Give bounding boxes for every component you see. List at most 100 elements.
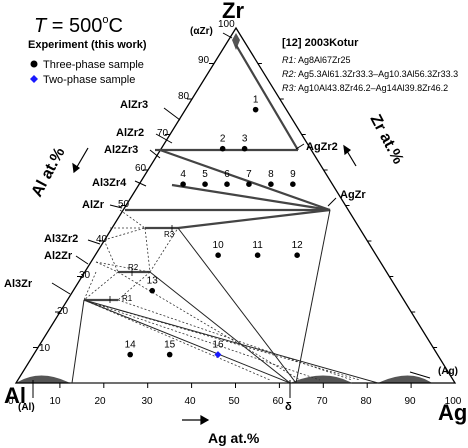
sample-label-10: 10 xyxy=(213,240,225,251)
ag-solid-solution-region xyxy=(378,375,432,383)
sample-label-1: 1 xyxy=(253,95,259,106)
phase-label-alzr: AlZr xyxy=(82,199,105,211)
legend-heading: Experiment (this work) xyxy=(28,39,147,51)
left-tick-20: 20 xyxy=(57,306,69,317)
origin-zero-label: 0 xyxy=(8,396,14,407)
phase-label-al2zr3: Al2Zr3 xyxy=(104,144,138,156)
bottom-tick-60: 60 xyxy=(272,396,284,407)
sample-point-9 xyxy=(290,181,296,187)
tie-lines-solid xyxy=(84,44,331,302)
left-tick-90: 90 xyxy=(198,55,210,66)
sample-point-3 xyxy=(241,145,248,152)
left-tick-80: 80 xyxy=(178,91,190,102)
reference-r1: R1: Ag8Al67Zr25 xyxy=(282,55,351,65)
left-tick-10: 10 xyxy=(39,343,51,354)
tie-lines-thin xyxy=(70,209,379,384)
phase-label-alzr3: AlZr3 xyxy=(120,99,148,111)
sample-point-7 xyxy=(246,181,252,187)
left-tick-70: 70 xyxy=(157,128,169,139)
left-tick-40: 40 xyxy=(96,234,108,245)
phase-label-delta: δ xyxy=(285,401,292,413)
sample-point-2 xyxy=(219,145,226,152)
al-axis-title: Al at.% xyxy=(29,145,69,200)
phase-label-al2zr: Al2Zr xyxy=(44,250,73,262)
r-markers xyxy=(109,225,173,303)
sample-label-4: 4 xyxy=(180,169,186,180)
sample-point-11 xyxy=(254,252,261,258)
bottom-tick-90: 90 xyxy=(404,396,416,407)
phase-label-ag-solid-solution: (Ag) xyxy=(438,366,458,377)
ag-axis-title: Ag at.% xyxy=(208,430,260,446)
phase-label-agzr2: AgZr2 xyxy=(306,141,338,153)
sample-label-5: 5 xyxy=(202,169,208,180)
legend-three-phase-marker xyxy=(30,60,38,68)
temperature-label: T = 500oC xyxy=(34,14,123,37)
phase-label-arrows xyxy=(32,32,431,398)
delta-phase-region xyxy=(290,375,352,383)
sample-label-9: 9 xyxy=(290,169,296,180)
corner-label-ag: Ag xyxy=(438,400,467,425)
sample-label-13: 13 xyxy=(147,276,159,287)
sample-point-14 xyxy=(127,351,133,358)
phase-label-al3zr2: Al3Zr2 xyxy=(44,233,78,245)
al-axis-arrow-icon xyxy=(72,162,81,174)
sample-label-3: 3 xyxy=(242,134,248,145)
left-tick-60: 60 xyxy=(135,163,147,174)
r2-marker-label: R2 xyxy=(128,263,139,272)
ag-axis-arrow-icon xyxy=(200,414,210,426)
sample-label-6: 6 xyxy=(224,169,230,180)
left-tick-30: 30 xyxy=(79,270,91,281)
axis-direction-arrows xyxy=(72,144,357,426)
bottom-tick-30: 30 xyxy=(141,396,153,407)
reference-r3: R3: Ag10Al43.8Zr46.2–Ag14Al39.8Zr46.2 xyxy=(282,83,448,93)
sample-point-12 xyxy=(294,252,300,258)
sample-point-13 xyxy=(149,287,156,294)
axis-ticks xyxy=(33,63,438,388)
bottom-tick-70: 70 xyxy=(316,396,328,407)
bottom-tick-40: 40 xyxy=(184,396,196,407)
bottom-tick-20: 20 xyxy=(94,396,106,407)
phase-label-al3zr: Al3Zr xyxy=(4,278,33,290)
phase-label-al3zr4: Al3Zr4 xyxy=(92,177,127,189)
phase-label-al-solid-solution: (Al) xyxy=(18,402,35,413)
bottom-tick-80: 80 xyxy=(360,396,372,407)
corner-label-al: Al xyxy=(4,383,26,408)
r1-marker-label: R1 xyxy=(122,294,133,303)
sample-point-8 xyxy=(268,181,274,187)
phase-label-alpha-zr: (αZr) xyxy=(190,26,213,37)
sample-point-10 xyxy=(215,252,221,258)
sample-point-6 xyxy=(224,181,230,187)
tie-lines-dotted xyxy=(83,209,361,381)
sample-label-15: 15 xyxy=(164,340,176,351)
r3-marker-label: R3 xyxy=(164,230,175,239)
al-solid-solution-region xyxy=(16,375,70,383)
sample-point-5 xyxy=(202,181,208,187)
sample-label-7: 7 xyxy=(246,169,252,180)
sample-point-4 xyxy=(180,181,186,187)
corner-label-zr: Zr xyxy=(222,0,244,23)
reference-r2: R2: Ag5.3Al61.3Zr33.3–Ag10.3Al56.3Zr33.3 xyxy=(282,69,458,79)
phase-label-alzr2: AlZr2 xyxy=(116,127,144,139)
legend-two-phase-label: Two-phase sample xyxy=(43,74,135,86)
reference-heading: [12] 2003Kotur xyxy=(282,37,359,49)
legend-two-phase-marker xyxy=(30,75,38,83)
top-tick-100: 100 xyxy=(218,19,235,30)
sample-point-1 xyxy=(252,106,259,113)
legend-three-phase-label: Three-phase sample xyxy=(43,59,144,71)
sample-label-12: 12 xyxy=(292,240,304,251)
sample-label-2: 2 xyxy=(220,134,226,145)
sample-point-16 xyxy=(214,351,222,359)
sample-point-15 xyxy=(166,351,173,358)
left-tick-50: 50 xyxy=(118,199,130,210)
sample-label-14: 14 xyxy=(125,340,137,351)
bottom-tick-10: 10 xyxy=(49,396,61,407)
bottom-tick-50: 50 xyxy=(228,396,240,407)
zr-axis-title: Zr at.% xyxy=(366,112,406,167)
sample-label-8: 8 xyxy=(268,169,274,180)
bottom-tick-100: 100 xyxy=(445,396,462,407)
alpha-zr-region xyxy=(232,33,240,50)
phase-label-agzr: AgZr xyxy=(340,189,366,201)
sample-label-16: 16 xyxy=(212,340,224,351)
